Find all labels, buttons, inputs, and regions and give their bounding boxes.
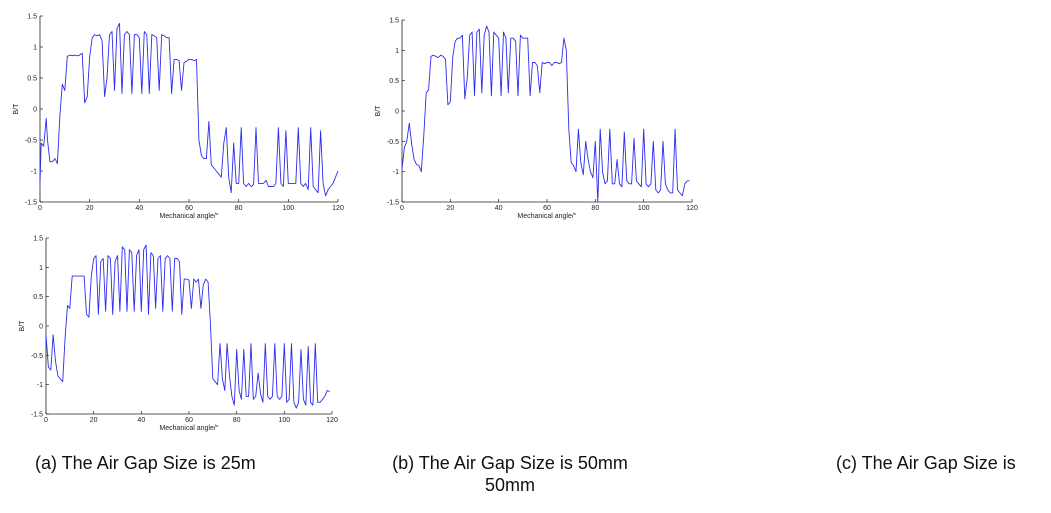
y-tick-label: 1.5: [27, 14, 37, 21]
y-axis-label: B/T: [19, 320, 26, 332]
y-tick-label: 0: [33, 107, 37, 114]
x-axis-label: Mechanical angle/°: [159, 424, 218, 432]
x-tick-label: 40: [495, 205, 503, 212]
x-tick-label: 20: [86, 205, 94, 212]
y-tick-label: 0: [39, 324, 43, 331]
caption-b: (b) The Air Gap Size is 50mm 50mm: [390, 452, 630, 496]
y-tick-label: 0.5: [33, 294, 43, 301]
x-tick-label: 20: [446, 205, 454, 212]
y-tick-label: 1: [395, 48, 399, 55]
x-tick-label: 100: [638, 205, 650, 212]
x-tick-label: 0: [400, 205, 404, 212]
chart-b-svg: 0 20 40 60 80 100 120 -1.5 -1 -0.5 0 0.5 1 1.5 Mechani…: [375, 18, 698, 221]
caption-a: (a) The Air Gap Size is 25m: [35, 453, 256, 473]
y-tick-label: -1.5: [31, 412, 43, 419]
chart-a-svg: 0 20 40 60 80 100 120 -1.5 -1 -0.5 0 0.5 1 1.5 Mechani…: [13, 14, 344, 221]
x-tick-label: 60: [185, 205, 193, 212]
y-tick-label: 1: [39, 265, 43, 272]
x-tick-label: 40: [137, 417, 145, 424]
x-tick-label: 80: [591, 205, 599, 212]
x-tick-label: 80: [235, 205, 243, 212]
x-tick-label: 40: [135, 205, 143, 212]
y-tick-label: -1: [37, 382, 43, 389]
y-tick-label: -1.5: [25, 200, 37, 207]
chart-c-svg: 0 20 40 60 80 100 120 -1.5 -1 -0.5 0 0.5 1 1.5 Mechani…: [19, 236, 338, 433]
series-line: [45, 244, 330, 409]
x-tick-label: 120: [332, 205, 344, 212]
series-line: [401, 25, 690, 203]
x-tick-label: 0: [44, 417, 48, 424]
y-tick-label: 1: [33, 45, 37, 52]
x-tick-label: 80: [233, 417, 241, 424]
y-tick-label: -1: [393, 169, 399, 176]
chart-panel-a: 0 20 40 60 80 100 120 -1.5 -1 -0.5 0 0.5 1 1.5 Mechani…: [8, 4, 348, 224]
caption-b-line1: (b) The Air Gap Size is 50mm: [392, 453, 628, 473]
y-tick-label: -1.5: [387, 200, 399, 207]
x-tick-label: 100: [278, 417, 290, 424]
y-tick-label: -0.5: [387, 139, 399, 146]
x-axis-label: Mechanical angle/°: [159, 212, 218, 220]
x-tick-label: 120: [326, 417, 338, 424]
y-tick-label: 1.5: [389, 18, 399, 25]
y-tick-label: 1.5: [33, 236, 43, 243]
y-axis-label: B/T: [13, 103, 20, 115]
y-tick-label: 0.5: [27, 76, 37, 83]
x-tick-label: 0: [38, 205, 42, 212]
x-tick-label: 20: [90, 417, 98, 424]
y-tick-label: 0.5: [389, 78, 399, 85]
series-line: [39, 22, 339, 197]
y-tick-label: -1: [31, 169, 37, 176]
x-axis-label: Mechanical angle/°: [517, 212, 576, 220]
y-tick-label: -0.5: [31, 353, 43, 360]
x-tick-label: 60: [543, 205, 551, 212]
y-tick-label: 0: [395, 109, 399, 116]
x-tick-label: 60: [185, 417, 193, 424]
y-tick-label: -0.5: [25, 138, 37, 145]
caption-b-line2: 50mm: [484, 475, 535, 495]
x-tick-label: 120: [686, 205, 698, 212]
y-axis-label: B/T: [375, 105, 382, 117]
chart-panel-b: 0 20 40 60 80 100 120 -1.5 -1 -0.5 0 0.5 1 1.5 Mechani…: [366, 12, 706, 222]
caption-c: (c) The Air Gap Size is: [836, 453, 1016, 473]
chart-panel-c: 0 20 40 60 80 100 120 -1.5 -1 -0.5 0 0.5 1 1.5 Mechani…: [12, 226, 352, 446]
x-tick-label: 100: [282, 205, 294, 212]
